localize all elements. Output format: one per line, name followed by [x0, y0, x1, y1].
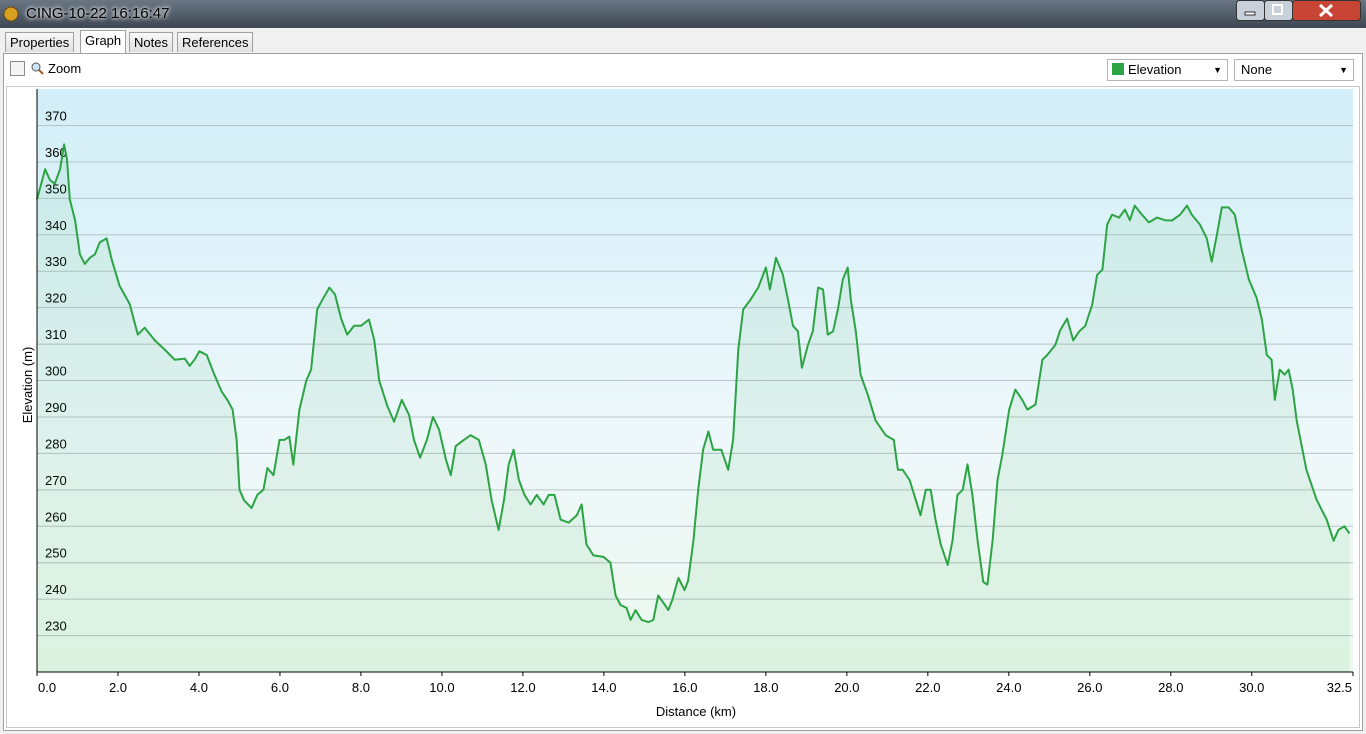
- app-icon: [3, 6, 19, 22]
- legend-swatch: [1112, 63, 1124, 75]
- x-tick-label: 4.0: [190, 680, 208, 695]
- y-tick-label: 350: [45, 181, 67, 196]
- y-tick-label: 260: [45, 509, 67, 524]
- x-tick-label: 12.0: [510, 680, 535, 695]
- y-tick-label: 250: [45, 546, 67, 561]
- x-tick-label: 6.0: [271, 680, 289, 695]
- x-axis-title: Distance (km): [656, 704, 736, 719]
- zoom-label: Zoom: [48, 61, 82, 76]
- x-tick-label: 14.0: [591, 680, 616, 695]
- dropdown-label: None: [1241, 62, 1273, 77]
- x-tick-label: 18.0: [753, 680, 778, 695]
- chart: 230 240 250 260 270 280 290 300 310 320 330 340 350 3…: [6, 86, 1360, 728]
- y-tick-label: 310: [45, 327, 67, 342]
- title-bar: CING-10-22 16:16:47: [0, 0, 1366, 28]
- elevation-line: [36, 143, 1351, 624]
- x-tick-label: 8.0: [352, 680, 370, 695]
- dropdown-arrow: ▼: [1339, 65, 1348, 75]
- window-title: CING-10-22 16:16:47: [26, 5, 170, 22]
- x-tick-label: 20.0: [834, 680, 859, 695]
- x-tick-label: 32.5: [1327, 680, 1352, 695]
- second-dropdown[interactable]: None ▼: [1234, 59, 1354, 81]
- legend-label: Elevation: [1128, 62, 1182, 77]
- y-tick-label: 270: [45, 473, 67, 488]
- y-tick-label: 300: [45, 364, 67, 379]
- dropdown-arrow: ▼: [1213, 65, 1222, 75]
- tab[interactable]: Properties: [5, 32, 75, 52]
- y-tick-label: 340: [45, 218, 67, 233]
- x-tick-label: 24.0: [996, 680, 1021, 695]
- y-tick-label: 370: [45, 108, 67, 123]
- x-tick-label: 26.0: [1077, 680, 1102, 695]
- y-tick-label: 240: [45, 582, 67, 597]
- x-tick-label: 16.0: [672, 680, 697, 695]
- y-tick-label: 320: [45, 291, 67, 306]
- x-tick-label: 30.0: [1239, 680, 1264, 695]
- y-tick-label: 280: [45, 436, 67, 451]
- y-axis-title: Elevation (m): [20, 347, 35, 424]
- series-dropdown[interactable]: Elevation ▼: [1107, 59, 1228, 81]
- y-tick-label: 230: [45, 619, 67, 634]
- x-tick-label: 0.0: [38, 680, 56, 695]
- tab[interactable]: Notes: [129, 32, 173, 52]
- y-tick-label: 330: [45, 254, 67, 269]
- window-buttons[interactable]: [1236, 0, 1362, 22]
- y-tick-label: 290: [45, 400, 67, 415]
- tab[interactable]: Graph: [80, 30, 127, 53]
- x-tick-label: 28.0: [1158, 680, 1183, 695]
- tab[interactable]: References: [177, 32, 254, 52]
- area-fill: [37, 144, 1350, 672]
- zoom-control[interactable]: [10, 61, 46, 77]
- x-tick-label: 2.0: [109, 680, 127, 695]
- x-tick-label: 22.0: [915, 680, 940, 695]
- x-tick-label: 10.0: [429, 680, 454, 695]
